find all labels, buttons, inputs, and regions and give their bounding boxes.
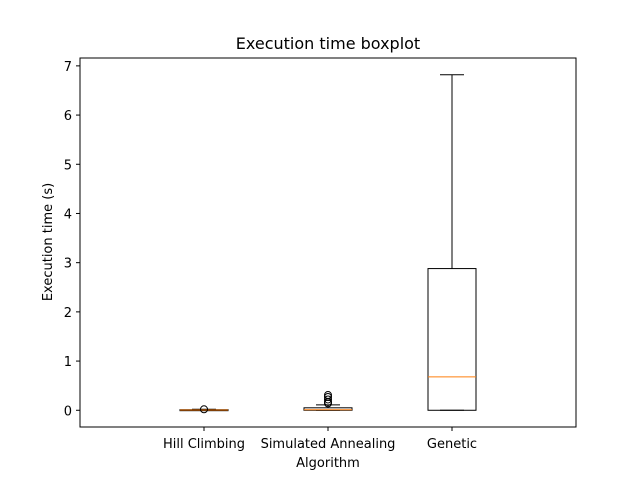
y-tick-label: 1 [64,355,72,370]
y-tick-label: 7 [64,60,72,75]
y-tick-label: 2 [64,306,72,321]
plot-area [79,57,577,428]
y-tick-label: 0 [64,404,72,419]
chart-title: Execution time boxplot [236,34,420,53]
x-tick-label: Simulated Annealing [261,437,396,452]
y-axis-label: Execution time (s) [41,183,56,301]
x-axis: Hill Climbing Simulated Annealing Genetic [163,427,477,452]
y-axis: 0 1 2 3 4 5 6 7 [64,60,80,419]
x-tick-label: Genetic [427,437,477,452]
x-tick-label: Hill Climbing [163,437,245,452]
outlier-point [200,405,208,414]
x-axis-label: Algorithm [296,456,360,471]
box [427,268,477,411]
box-group [179,405,229,414]
y-tick-label: 4 [64,207,72,222]
y-tick-label: 6 [64,109,72,124]
y-tick-label: 3 [64,257,72,272]
outlier-point [324,391,332,400]
y-tick-label: 5 [64,158,72,173]
box-group [303,391,353,411]
outlier-point [324,392,332,401]
boxes [179,74,477,414]
box-group [427,74,477,411]
outlier-point [324,395,332,404]
